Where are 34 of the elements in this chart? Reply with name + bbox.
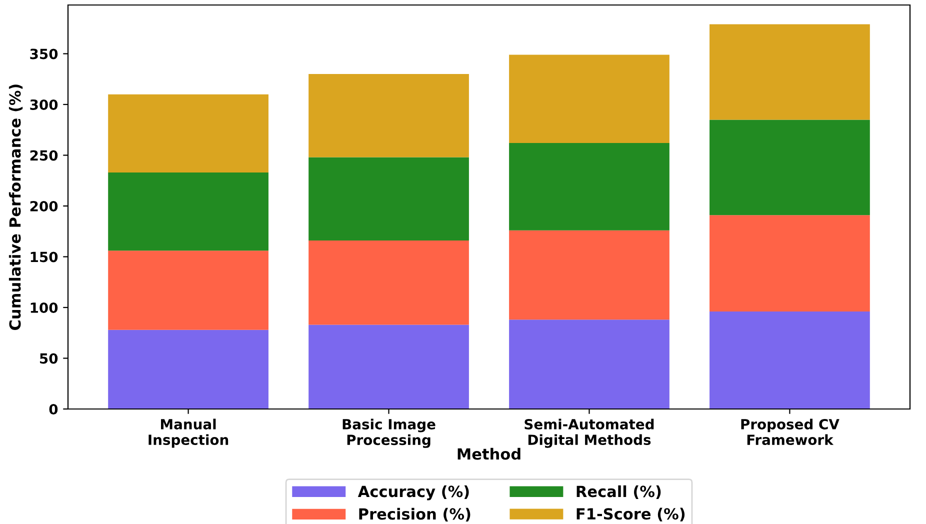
y-axis-title: Cumulative Performance (%) (8, 84, 23, 330)
y-tick-label: 250 (30, 150, 58, 161)
y-tick-label: 350 (30, 48, 58, 60)
legend-label: F1-Score (%) (576, 508, 685, 522)
x-tick-label: Manual Inspection (148, 418, 228, 448)
bar (710, 24, 870, 120)
bar (308, 157, 469, 240)
bar (308, 240, 469, 325)
bar (108, 94, 268, 172)
y-tick-label: 200 (30, 200, 58, 212)
bar (509, 143, 670, 230)
bar (710, 120, 870, 216)
y-tick-label: 150 (30, 252, 58, 262)
bar (509, 230, 670, 320)
y-tick-label: 100 (30, 302, 58, 313)
bar (509, 320, 670, 409)
legend-label: Recall (%) (576, 485, 661, 499)
bar (509, 54, 670, 144)
bar (108, 330, 268, 409)
bar (710, 215, 870, 312)
bar (108, 172, 268, 251)
y-tick-label: 50 (40, 353, 58, 364)
legend-label: Accuracy (%) (358, 485, 469, 500)
bar (710, 312, 870, 409)
bar (108, 250, 268, 330)
bar (308, 324, 469, 409)
y-tick-label: 300 (30, 99, 58, 110)
x-tick-label: Proposed CV Framework (741, 418, 840, 446)
x-tick-label: Semi-Automated Digital Methods (524, 418, 654, 448)
y-tick-label: 0 (49, 404, 58, 414)
bar (308, 74, 469, 158)
legend-label: Precision (%) (359, 508, 470, 522)
x-tick-label: Basic Image Processing (342, 418, 436, 448)
x-axis-title: Method (458, 448, 520, 460)
